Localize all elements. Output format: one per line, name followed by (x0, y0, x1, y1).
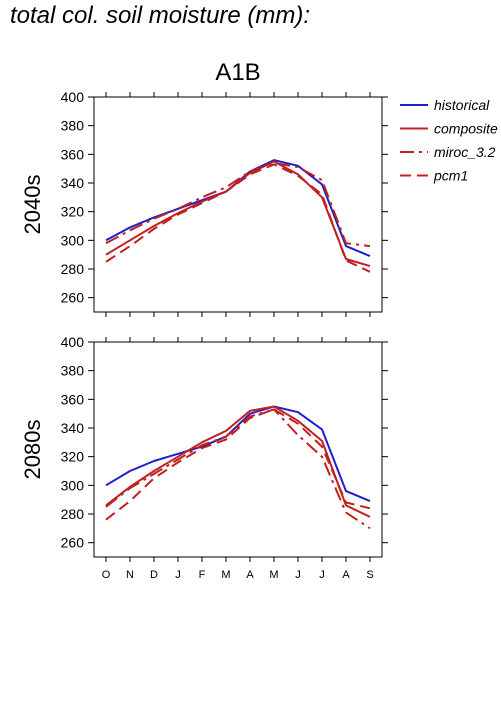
y-tick-label: 260 (61, 290, 85, 306)
series-line-composite (105, 405, 371, 518)
legend-label: composite (434, 121, 498, 137)
series-line-composite (105, 160, 371, 268)
plot-frame (93, 96, 383, 313)
y-tick-label: 400 (61, 334, 85, 350)
y-tick-label: 260 (61, 535, 85, 551)
y-tick-label: 320 (61, 449, 85, 465)
x-tick-label: S (366, 569, 373, 581)
legend: historical composite miroc_3.2 pcm1 (400, 97, 498, 184)
plot-frame (93, 341, 383, 558)
panel-2040s: 260 280 300 320 340 360 380 400 2040s (20, 89, 388, 317)
legend-label: pcm1 (433, 168, 468, 184)
x-tick-label: F (199, 569, 206, 581)
series-line-pcm1 (105, 408, 371, 521)
y-tick-label: 300 (61, 232, 85, 248)
series-line-miroc-3-2 (105, 408, 371, 530)
legend-item: miroc_3.2 (400, 144, 496, 160)
y-tick-label: 340 (61, 420, 85, 436)
x-tick-label: A (342, 569, 350, 581)
y-tick-label: 340 (61, 175, 85, 191)
x-tick-label: O (102, 569, 111, 581)
y-tick-label: 360 (61, 391, 85, 407)
legend-item: pcm1 (400, 168, 468, 184)
scenario-title: A1B (215, 59, 260, 86)
page-title: total col. soil moisture (mm): (10, 2, 311, 29)
series-line-miroc-3-2 (105, 161, 371, 248)
panel-ylabel: 2040s (20, 175, 45, 235)
y-tick-label: 300 (61, 477, 85, 493)
x-tick-label: J (295, 569, 301, 581)
legend-item: composite (400, 121, 498, 137)
legend-label: historical (434, 97, 490, 113)
legend-item: historical (400, 97, 490, 113)
y-tick-label: 280 (61, 261, 85, 277)
y-tick-label: 320 (61, 204, 85, 220)
y-tick-label: 380 (61, 118, 85, 134)
y-tick-label: 280 (61, 506, 85, 522)
panel-ylabel: 2080s (20, 420, 45, 480)
series-line-pcm1 (105, 163, 371, 273)
panel-2080s: 260 280 300 320 340 360 380 400 O N D J F M A M J J A S 2080… (20, 334, 388, 581)
chart-panels: 260 280 300 320 340 360 380 400 2040s 260 280 300 32… (20, 89, 388, 581)
series-line-historical (105, 405, 371, 503)
x-tick-label: D (150, 569, 158, 581)
x-tick-label: J (319, 569, 325, 581)
x-tick-label: M (269, 569, 278, 581)
series-line-historical (105, 159, 371, 258)
y-tick-label: 380 (61, 363, 85, 379)
y-tick-label: 360 (61, 146, 85, 162)
x-tick-label: N (126, 569, 134, 581)
x-tick-label: M (221, 569, 230, 581)
y-tick-label: 400 (61, 89, 85, 105)
legend-label: miroc_3.2 (434, 144, 496, 160)
x-tick-label: J (175, 569, 181, 581)
x-tick-label: A (246, 569, 254, 581)
